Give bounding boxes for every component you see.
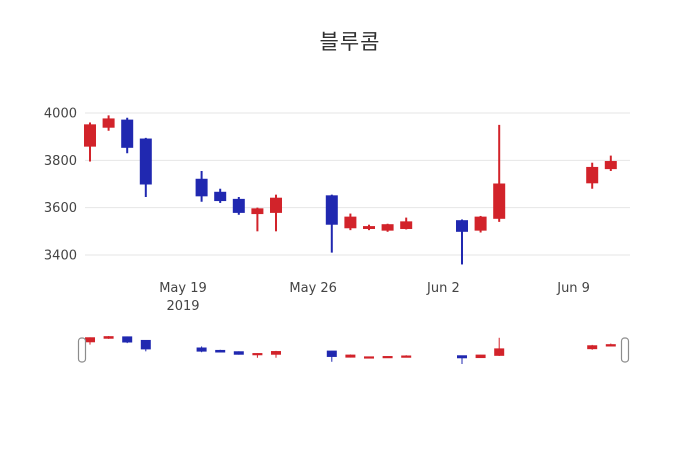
rangeslider-candlestick (233, 351, 244, 355)
candlestick (232, 197, 245, 215)
plot-area[interactable] (85, 88, 630, 272)
rangeslider-candlestick (122, 336, 133, 344)
candlestick (344, 213, 357, 231)
rangeslider-candlestick (364, 356, 374, 359)
candlestick (325, 194, 338, 253)
chart-title: 블루콤 (319, 30, 381, 54)
rangeslider-candlestick (271, 350, 281, 358)
candlestick (400, 217, 413, 230)
rangeslider-candlestick (215, 349, 226, 353)
candlestick (102, 115, 115, 131)
rangeslider-track[interactable] (82, 330, 625, 370)
rangeslider-candlestick (382, 356, 393, 359)
candlestick (139, 137, 152, 198)
candlestick (381, 223, 394, 232)
y-axis-tick-label: 3600 (44, 201, 77, 216)
rangeslider-handle-right[interactable] (620, 337, 630, 363)
x-axis-tick-label: Jun 9 (556, 281, 590, 296)
candlestick (195, 170, 208, 202)
x-axis-tick-label: Jun 2 (426, 281, 460, 296)
rangeslider-candlestick (196, 346, 207, 353)
candlestick (84, 122, 96, 162)
x-axis-tick-label: May 19 (159, 281, 207, 296)
rangeslider-candlestick (605, 343, 616, 347)
rangeslider-candlestick (103, 336, 114, 339)
rangeslider-candlestick (457, 355, 467, 364)
candlestick (121, 117, 134, 154)
candlestick (456, 219, 468, 265)
candlestick (270, 194, 282, 232)
candlestick (214, 188, 227, 203)
y-axis-tick-label: 3800 (44, 154, 77, 169)
y-axis-tick-label: 4000 (44, 107, 77, 122)
x-axis-year-label: 2019 (166, 299, 199, 314)
rangeslider-candlestick (345, 354, 356, 358)
rangeslider-handle-left[interactable] (77, 337, 87, 363)
y-axis-tick-label: 3400 (44, 248, 77, 263)
rangeslider-candlestick (587, 344, 598, 350)
x-axis-tick-label: May 26 (289, 281, 337, 296)
rangeslider-candlestick (326, 350, 337, 362)
rangeslider-candlestick (401, 355, 412, 358)
candlestick (474, 215, 487, 233)
candlestick (251, 207, 264, 232)
rangeslider-candlestick (140, 339, 151, 352)
candlestick (604, 155, 617, 171)
rangeslider-candlestick (494, 337, 505, 356)
candlestick (363, 224, 375, 231)
candlestick (586, 162, 599, 189)
rangeslider-candlestick (475, 354, 486, 359)
rangeslider-candlestick (252, 353, 263, 358)
candlestick (493, 124, 506, 222)
